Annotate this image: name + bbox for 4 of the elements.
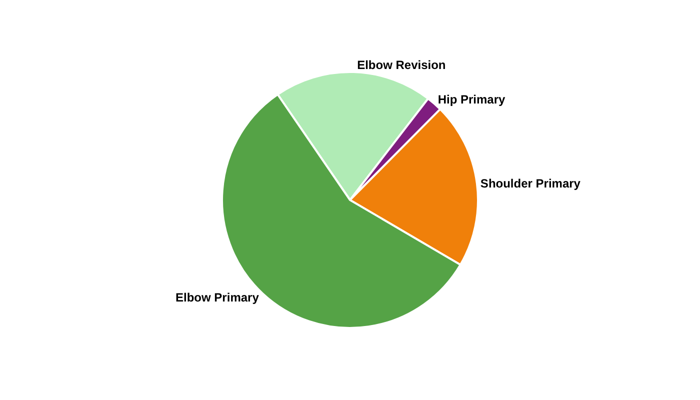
slice-label: Elbow Primary — [176, 290, 260, 304]
slice-label: Elbow Revision — [357, 58, 446, 72]
slice-label: Shoulder Primary — [480, 176, 581, 190]
slice-label: Hip Primary — [438, 92, 506, 107]
